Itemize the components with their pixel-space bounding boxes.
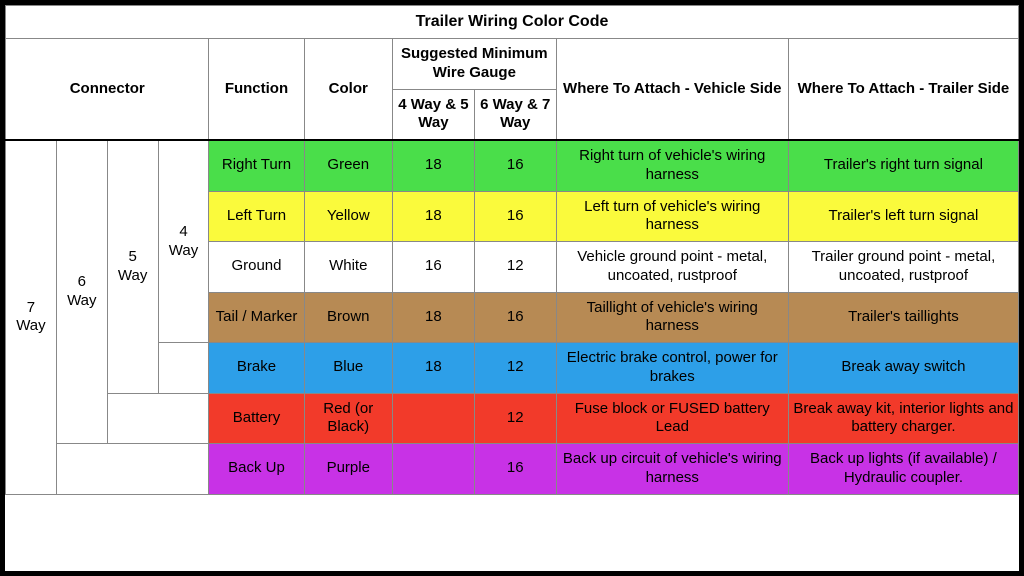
table-row: 7 Way 6 Way 5 Way 4 Way Right Turn Green…: [6, 140, 1019, 191]
cell-vehicle: Back up circuit of vehicle's wiring harn…: [556, 444, 788, 495]
table-row: Battery Red (or Black) 12 Fuse block or …: [6, 393, 1019, 444]
hdr-vehicle: Where To Attach - Vehicle Side: [556, 39, 788, 141]
cell-function: Battery: [209, 393, 304, 444]
cell-trailer: Trailer's taillights: [788, 292, 1018, 343]
hdr-gauge-45: 4 Way & 5 Way: [392, 89, 474, 140]
cell-function: Ground: [209, 242, 304, 293]
cell-function: Left Turn: [209, 191, 304, 242]
hdr-gauge-67: 6 Way & 7 Way: [474, 89, 556, 140]
cell-gauge45: 18: [392, 140, 474, 191]
hdr-gauge: Suggested Minimum Wire Gauge: [392, 39, 556, 90]
cell-gauge45: 18: [392, 292, 474, 343]
connector-empty-cell: [56, 444, 209, 495]
cell-gauge67: 16: [474, 140, 556, 191]
cell-trailer: Trailer's right turn signal: [788, 140, 1018, 191]
cell-function: Right Turn: [209, 140, 304, 191]
table-title: Trailer Wiring Color Code: [6, 6, 1019, 39]
cell-gauge67: 16: [474, 444, 556, 495]
cell-gauge67: 12: [474, 242, 556, 293]
cell-gauge67: 16: [474, 191, 556, 242]
cell-gauge67: 16: [474, 292, 556, 343]
connector-7way: 7 Way: [6, 140, 57, 494]
page: Trailer Wiring Color Code Connector Func…: [4, 4, 1020, 572]
hdr-connector: Connector: [6, 39, 209, 141]
wiring-table: Trailer Wiring Color Code Connector Func…: [5, 5, 1019, 495]
cell-vehicle: Taillight of vehicle's wiring harness: [556, 292, 788, 343]
hdr-function: Function: [209, 39, 304, 141]
cell-trailer: Back up lights (if available) / Hydrauli…: [788, 444, 1018, 495]
cell-function: Brake: [209, 343, 304, 394]
cell-vehicle: Fuse block or FUSED battery Lead: [556, 393, 788, 444]
cell-color: White: [304, 242, 392, 293]
hdr-trailer: Where To Attach - Trailer Side: [788, 39, 1018, 141]
connector-empty-cell: [158, 343, 209, 394]
header-row-1: Connector Function Color Suggested Minim…: [6, 39, 1019, 90]
cell-trailer: Trailer's left turn signal: [788, 191, 1018, 242]
cell-function: Tail / Marker: [209, 292, 304, 343]
cell-gauge67: 12: [474, 393, 556, 444]
cell-trailer: Trailer ground point - metal, uncoated, …: [788, 242, 1018, 293]
table-row: Brake Blue 18 12 Electric brake control,…: [6, 343, 1019, 394]
cell-vehicle: Left turn of vehicle's wiring harness: [556, 191, 788, 242]
connector-4way: 4 Way: [158, 140, 209, 343]
table-row: Back Up Purple 16 Back up circuit of veh…: [6, 444, 1019, 495]
cell-color: Purple: [304, 444, 392, 495]
cell-gauge45: [392, 444, 474, 495]
hdr-color: Color: [304, 39, 392, 141]
cell-vehicle: Vehicle ground point - metal, uncoated, …: [556, 242, 788, 293]
cell-gauge67: 12: [474, 343, 556, 394]
cell-color: Blue: [304, 343, 392, 394]
cell-color: Red (or Black): [304, 393, 392, 444]
cell-gauge45: 16: [392, 242, 474, 293]
connector-5way: 5 Way: [107, 140, 158, 393]
cell-color: Brown: [304, 292, 392, 343]
cell-gauge45: 18: [392, 343, 474, 394]
cell-trailer: Break away kit, interior lights and batt…: [788, 393, 1018, 444]
cell-vehicle: Electric brake control, power for brakes: [556, 343, 788, 394]
cell-vehicle: Right turn of vehicle's wiring harness: [556, 140, 788, 191]
cell-color: Green: [304, 140, 392, 191]
cell-color: Yellow: [304, 191, 392, 242]
cell-gauge45: [392, 393, 474, 444]
cell-trailer: Break away switch: [788, 343, 1018, 394]
connector-6way: 6 Way: [56, 140, 107, 444]
cell-gauge45: 18: [392, 191, 474, 242]
connector-empty-cell: [107, 393, 209, 444]
cell-function: Back Up: [209, 444, 304, 495]
title-row: Trailer Wiring Color Code: [6, 6, 1019, 39]
